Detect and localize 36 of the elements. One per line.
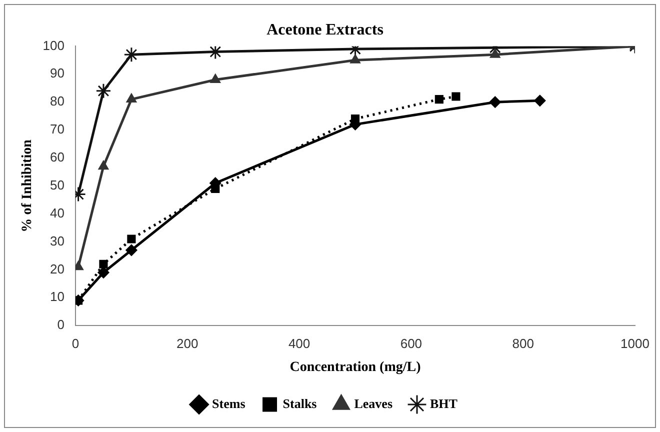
x-tick-label: 0: [72, 336, 80, 351]
point: [434, 95, 444, 104]
point: [96, 83, 112, 99]
x-tick-label: 800: [512, 336, 534, 351]
point: [126, 94, 137, 103]
point: [126, 244, 138, 256]
point: [98, 160, 109, 170]
legend-label: Stalks: [282, 396, 317, 411]
legend-label: Leaves: [354, 396, 393, 411]
y-tick-label: 100: [42, 38, 64, 53]
y-tick-label: 80: [50, 94, 64, 109]
y-tick-label: 0: [57, 317, 64, 332]
point: [99, 260, 108, 268]
x-tick-label: 600: [400, 336, 422, 351]
x-tick-label: 200: [176, 336, 198, 351]
y-tick-label: 90: [50, 66, 64, 81]
y-tick-label: 60: [50, 150, 64, 165]
y-tick-label: 30: [50, 233, 64, 248]
y-tick-label: 40: [50, 205, 64, 220]
point: [534, 94, 546, 106]
point: [452, 92, 460, 101]
chart-title: Acetone Extracts: [266, 22, 384, 39]
y-tick-label: 70: [50, 122, 64, 137]
point: [490, 48, 500, 58]
y-axis-title: % of Inhibition: [20, 139, 36, 232]
legend-label: Stems: [212, 396, 246, 411]
point: [98, 266, 110, 278]
x-axis-title: Concentration (mg/L): [290, 360, 422, 376]
legend-label: BHT: [430, 396, 458, 411]
point: [489, 96, 501, 108]
y-tick-label: 10: [50, 289, 64, 304]
y-tick-label: 50: [50, 177, 64, 192]
x-tick-label: 1000: [620, 336, 650, 351]
x-tick-label: 400: [288, 336, 310, 351]
y-tick-label: 20: [50, 261, 64, 276]
point: [127, 234, 136, 244]
